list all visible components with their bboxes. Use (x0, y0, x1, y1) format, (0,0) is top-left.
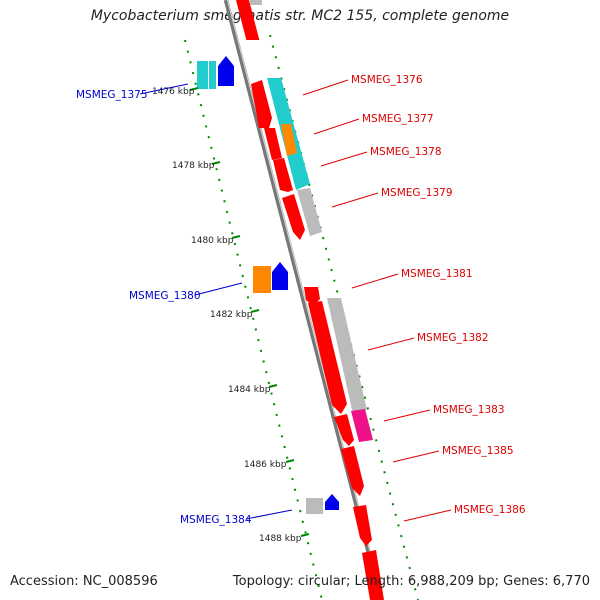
ruler-label: 1478 kbp (172, 161, 215, 171)
ruler-label: 1480 kbp (191, 236, 234, 246)
ruler-tick (300, 533, 310, 537)
ruler-tick (250, 309, 260, 313)
gene-callout-line (313, 118, 360, 135)
map-title: Mycobacterium smegmatis str. MC2 155, co… (90, 8, 510, 24)
gene-label[interactable]: MSMEG_1376 (351, 74, 423, 86)
gene-callout-line (383, 409, 431, 422)
gene-cluster-1376-1379 (251, 78, 322, 240)
gene-label[interactable]: MSMEG_1378 (370, 146, 442, 158)
gene-label[interactable]: MSMEG_1383 (433, 404, 505, 416)
ruler-label: 1486 kbp (244, 460, 287, 470)
genome-backbone-highlight (227, 0, 383, 600)
gene-bottom-red (362, 550, 384, 600)
gene-callout-line (302, 79, 349, 96)
gene-label[interactable]: MSMEG_1379 (381, 187, 453, 199)
gene-callout-line (351, 273, 399, 289)
accession-text: Accession: NC_008596 (10, 574, 158, 589)
gene-label[interactable]: MSMEG_1382 (417, 332, 489, 344)
ruler: 1476 kbp 1478 kbp 1480 kbp 1482 kbp 1484 kbp… (152, 87, 310, 544)
gene-label[interactable]: MSMEG_1384 (180, 514, 252, 526)
gene-callout-line (320, 151, 368, 167)
gene-callout-line (403, 509, 452, 522)
gene-callout-line (245, 509, 293, 520)
gene-label[interactable]: MSMEG_1386 (454, 504, 526, 516)
gene-callout-line (139, 83, 189, 95)
gene-1386 (353, 505, 372, 546)
ruler-label: 1484 kbp (228, 385, 271, 395)
ruler-label: 1476 kbp (152, 87, 195, 97)
ruler-label: 1488 kbp (259, 534, 302, 544)
gene-callout-line (331, 192, 379, 208)
gene-callout-line (392, 450, 440, 463)
gene-label[interactable]: MSMEG_1377 (362, 113, 434, 125)
genome-backbone (223, 0, 384, 600)
gene-marker-1384 (306, 494, 339, 514)
red-gene-top (236, 0, 260, 40)
gene-labels: MSMEG_1375 MSMEG_1376 MSMEG_1377 MSMEG_1378… (76, 74, 526, 526)
gene-1385 (341, 446, 364, 496)
ruler-label: 1482 kbp (210, 310, 253, 320)
gene-marker-1375 (197, 56, 234, 89)
gene-label[interactable]: MSMEG_1380 (129, 290, 201, 302)
gene-label[interactable]: MSMEG_1375 (76, 89, 148, 101)
gray-gene-top (250, 0, 262, 5)
gene-marker-1380 (253, 262, 288, 293)
ruler-tick (268, 384, 278, 388)
ruler-tick (231, 235, 241, 239)
gene-callout-line (194, 282, 243, 296)
ruler-tick (189, 87, 199, 91)
genome-summary-text: Topology: circular; Length: 6,988,209 bp… (232, 574, 590, 589)
ruler-tick (285, 459, 295, 463)
ruler-tick (211, 161, 221, 165)
gene-label[interactable]: MSMEG_1385 (442, 445, 514, 457)
gene-cluster-1381-1383 (304, 287, 373, 446)
gene-label[interactable]: MSMEG_1381 (401, 268, 473, 280)
gene-callout-line (367, 337, 415, 351)
